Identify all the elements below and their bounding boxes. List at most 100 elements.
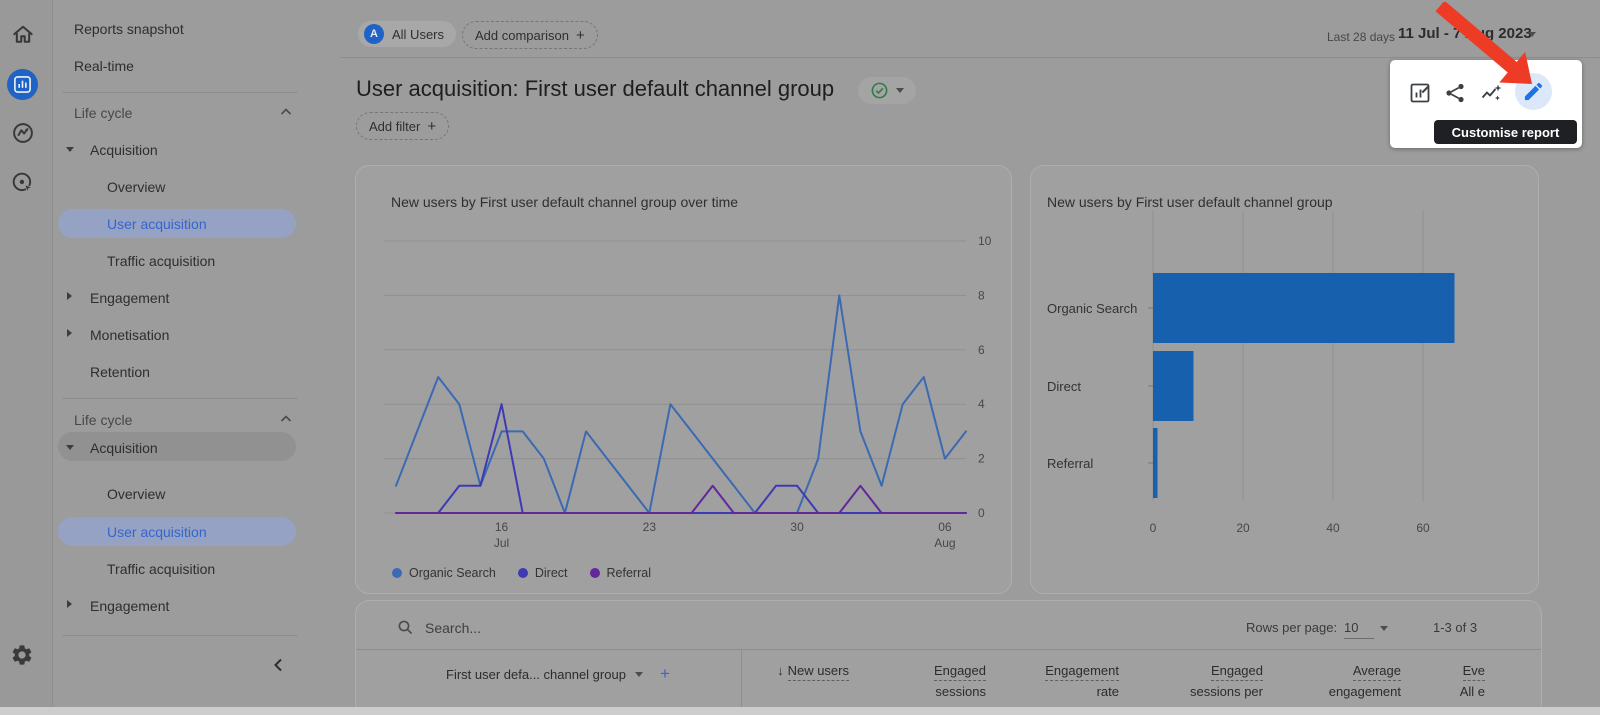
chevron-down-icon: [1380, 626, 1388, 631]
report-table-card: Search... Rows per page: 10 1-3 of 3 Fir…: [355, 600, 1542, 715]
chevron-down-icon: [895, 88, 904, 93]
nav-engagement[interactable]: Engagement: [90, 290, 170, 306]
date-period-label: Last 28 days: [1327, 30, 1396, 44]
all-users-label: All Users: [392, 26, 445, 42]
settings-gear-icon[interactable]: [10, 643, 36, 669]
svg-text:10: 10: [978, 234, 992, 248]
nav-reports-snapshot[interactable]: Reports snapshot: [74, 21, 184, 37]
column-header-line2: rate: [1096, 684, 1119, 699]
legend-item: Referral: [589, 566, 651, 580]
nav-acquisition-2[interactable]: Acquisition: [90, 440, 158, 456]
table-header-divider: [356, 649, 1541, 650]
column-label: Average: [1352, 663, 1401, 681]
report-nav: Reports snapshot Real-time Life cycle Ac…: [52, 0, 305, 715]
column-header-average-engagement[interactable]: Average: [1241, 663, 1401, 681]
column-header-line2: sessions: [935, 684, 986, 699]
plus-icon: +: [575, 26, 585, 44]
add-dimension-icon[interactable]: +: [659, 664, 670, 683]
chevron-up-icon[interactable]: [280, 415, 292, 423]
chevron-down-icon: [1528, 32, 1536, 37]
svg-text:20: 20: [1236, 521, 1250, 535]
chart-editor-icon[interactable]: [1408, 81, 1432, 105]
nav-overview-2[interactable]: Overview: [107, 486, 166, 502]
svg-text:16: 16: [495, 520, 509, 534]
nav-user-acquisition-2[interactable]: User acquisition: [107, 524, 207, 540]
column-header-engaged-sessions-per[interactable]: Engaged: [1103, 663, 1263, 681]
insights-icon[interactable]: [1479, 81, 1503, 105]
tree-caret-down-icon[interactable]: [66, 147, 74, 152]
nav-engagement-2[interactable]: Engagement: [90, 598, 170, 614]
nav-overview[interactable]: Overview: [107, 179, 166, 195]
nav-traffic-acquisition[interactable]: Traffic acquisition: [107, 253, 216, 269]
customise-report-tooltip: Customise report: [1434, 120, 1577, 144]
column-header-line2: engagement: [1328, 684, 1401, 699]
nav-divider: [62, 635, 298, 636]
svg-text:4: 4: [978, 397, 985, 411]
nav-monetisation[interactable]: Monetisation: [90, 327, 170, 343]
tree-caret-right-icon[interactable]: [67, 329, 72, 337]
plus-icon: +: [427, 117, 437, 135]
legend-dot: [589, 568, 600, 578]
column-header-event-count[interactable]: Eve: [1325, 663, 1485, 681]
column-header-new-users[interactable]: ↓ New users: [689, 663, 849, 681]
explore-icon[interactable]: [10, 120, 36, 146]
add-comparison-button[interactable]: Add comparison +: [462, 21, 598, 49]
svg-text:Organic Search: Organic Search: [1047, 301, 1137, 316]
all-users-chip[interactable]: A All Users: [358, 21, 457, 47]
tree-caret-right-icon[interactable]: [67, 292, 72, 300]
collapse-nav-icon[interactable]: [272, 657, 286, 673]
legend-label: Organic Search: [409, 566, 496, 580]
chevron-up-icon[interactable]: [280, 108, 292, 116]
tree-caret-down-icon[interactable]: [66, 445, 74, 450]
reports-icon[interactable]: [7, 69, 38, 100]
column-label: Engaged: [933, 663, 986, 681]
add-comparison-label: Add comparison: [475, 27, 569, 43]
nav-retention[interactable]: Retention: [90, 364, 150, 380]
search-icon: [397, 619, 414, 636]
nav-acquisition[interactable]: Acquisition: [90, 142, 158, 158]
svg-text:0: 0: [978, 506, 985, 520]
bar-chart: 0 20 40 60 Organic Search Direct Referral: [1047, 211, 1455, 535]
svg-text:30: 30: [790, 520, 804, 534]
report-status-dropdown[interactable]: [858, 77, 916, 104]
nav-section-life-cycle-2[interactable]: Life cycle: [74, 412, 133, 428]
table-column-divider: [741, 649, 742, 715]
legend-dot: [392, 568, 402, 578]
share-icon[interactable]: [1443, 81, 1467, 105]
line-chart-title: New users by First user default channel …: [391, 194, 739, 210]
column-header-line2: All e: [1459, 684, 1485, 699]
nav-section-life-cycle[interactable]: Life cycle: [74, 105, 133, 121]
home-icon[interactable]: [10, 22, 36, 48]
comparison-avatar: A: [364, 24, 384, 44]
column-header-engaged-sessions[interactable]: Engaged: [826, 663, 986, 681]
column-label: New users: [787, 663, 849, 681]
tree-caret-right-icon[interactable]: [67, 600, 72, 608]
column-header-line2: sessions per: [1190, 684, 1263, 699]
svg-text:8: 8: [978, 288, 985, 302]
svg-text:60: 60: [1416, 521, 1430, 535]
dimension-column-label: First user defa... channel group: [446, 666, 626, 682]
annotation-arrow-icon: [1435, 2, 1532, 84]
bar-chart-title: New users by First user default channel …: [1047, 194, 1333, 210]
svg-text:06: 06: [938, 520, 952, 534]
column-header-engagement-rate[interactable]: Engagement: [959, 663, 1119, 681]
svg-text:6: 6: [978, 343, 985, 357]
nav-user-acquisition-pill[interactable]: [58, 209, 296, 238]
bar-chart-card: New users by First user default channel …: [1030, 165, 1539, 594]
add-filter-button[interactable]: Add filter +: [356, 112, 450, 140]
rows-per-page-select[interactable]: 10: [1344, 620, 1374, 639]
nav-traffic-acquisition-2[interactable]: Traffic acquisition: [107, 561, 216, 577]
app-rail: [0, 0, 53, 715]
nav-real-time[interactable]: Real-time: [74, 58, 134, 74]
nav-user-acquisition[interactable]: User acquisition: [107, 216, 207, 232]
check-circle-icon: [871, 82, 887, 99]
legend-item: Direct: [517, 566, 568, 580]
advertising-icon[interactable]: [10, 170, 36, 196]
dimension-column-header[interactable]: First user defa... channel group +: [446, 664, 670, 684]
customise-pencil-icon[interactable]: [1522, 80, 1546, 104]
search-input[interactable]: Search...: [425, 620, 482, 636]
svg-text:40: 40: [1326, 521, 1340, 535]
svg-text:2: 2: [978, 452, 985, 466]
column-label: Eve: [1462, 663, 1485, 681]
